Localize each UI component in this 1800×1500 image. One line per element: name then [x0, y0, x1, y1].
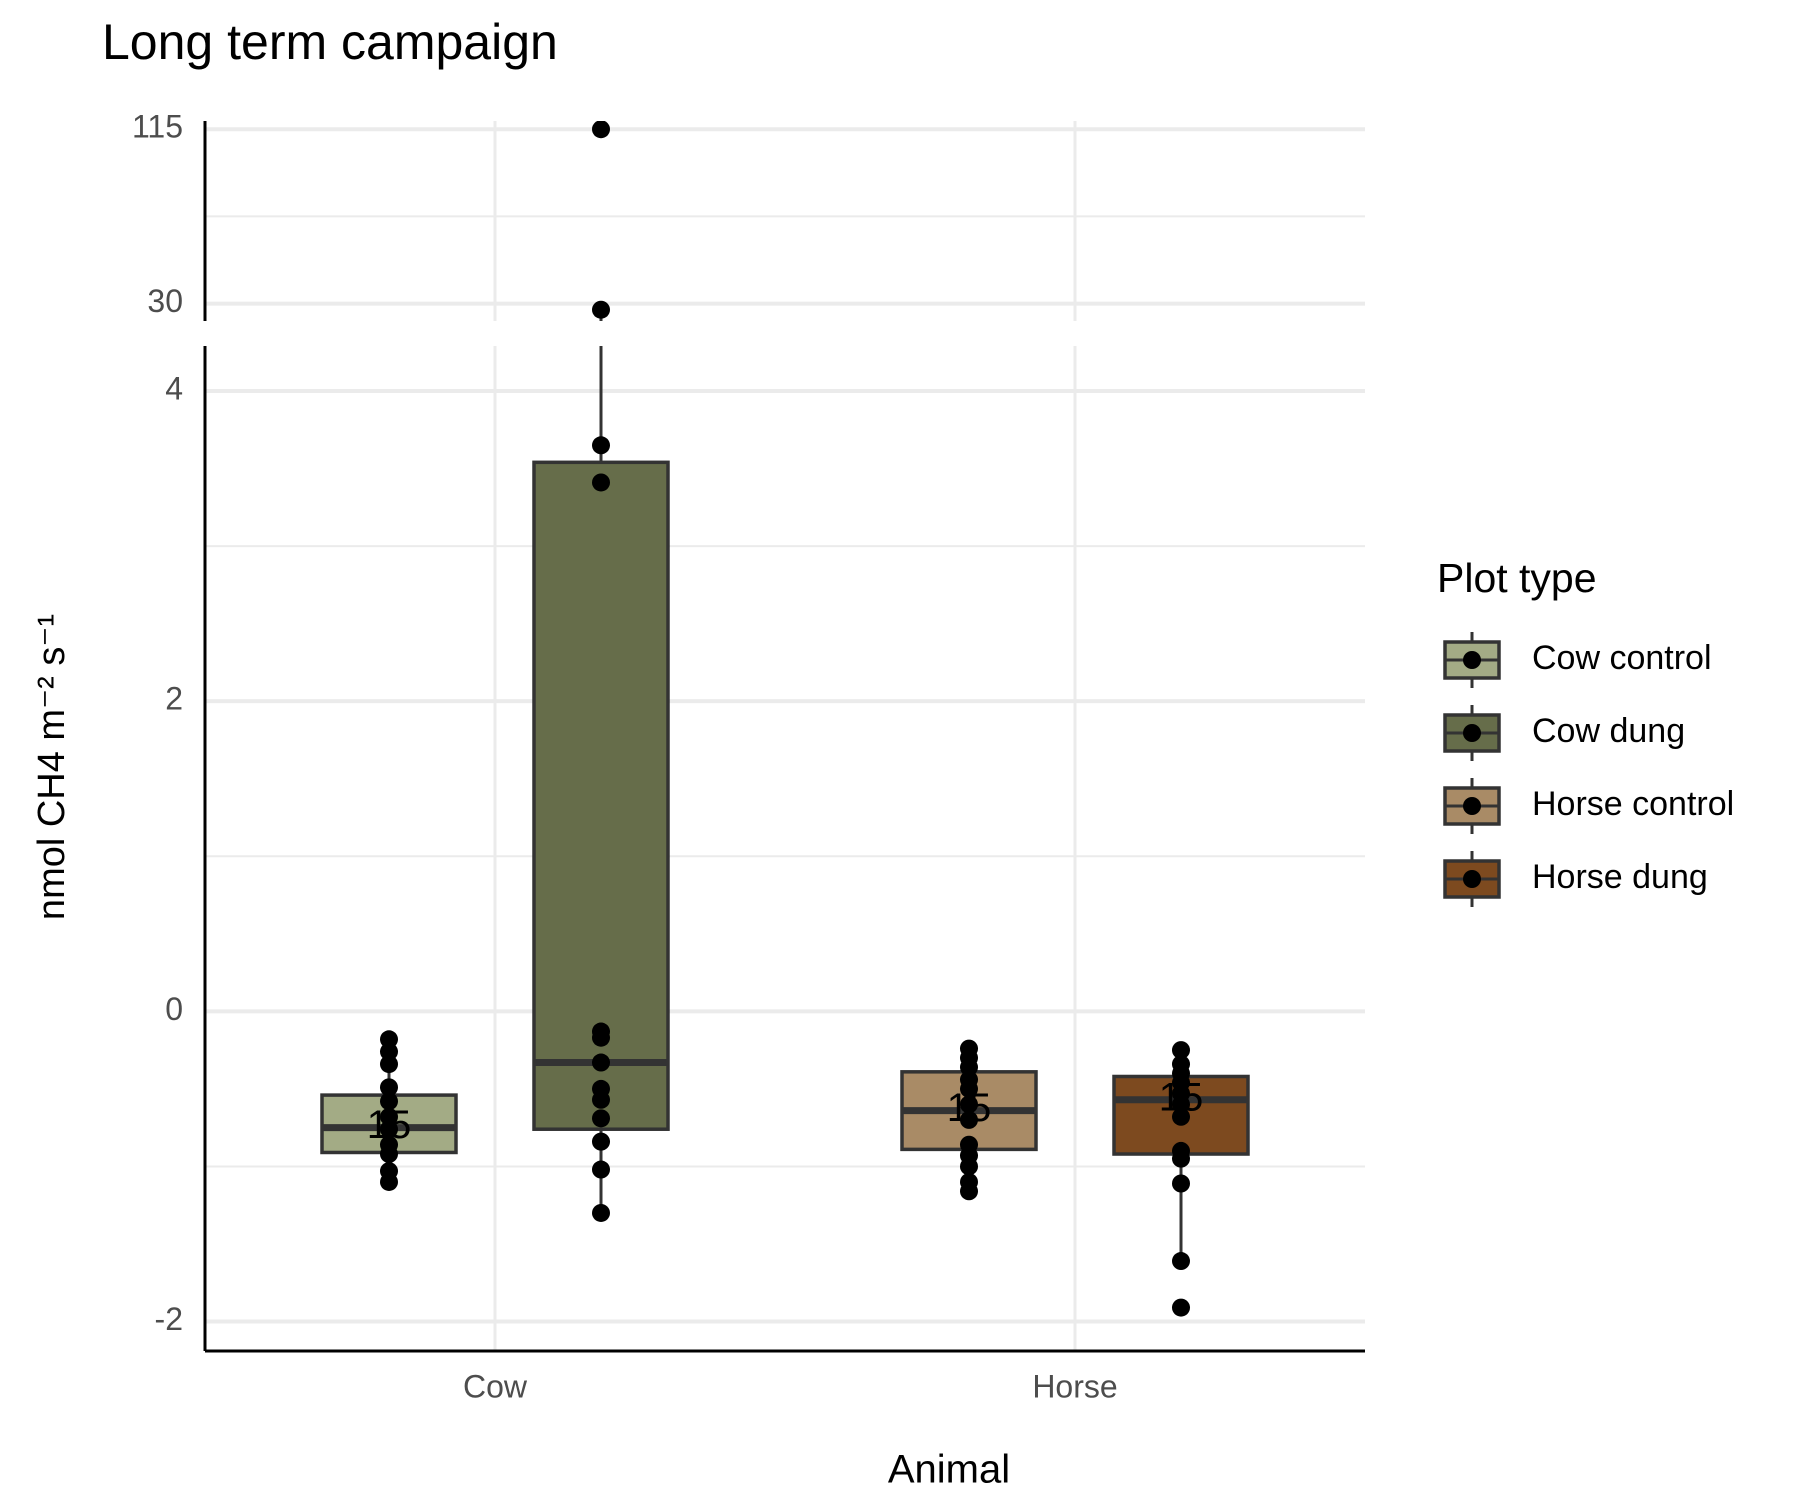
data-point: [960, 1079, 978, 1098]
data-point: [380, 1055, 398, 1074]
data-point: [1172, 1174, 1190, 1193]
data-point: [592, 473, 610, 492]
y-tick-label: 4: [165, 370, 183, 406]
n-label: 15: [367, 1103, 412, 1147]
x-axis-title: Animal: [888, 1448, 1010, 1492]
data-point: [592, 121, 610, 139]
data-point: [960, 1157, 978, 1176]
box: [322, 366, 456, 367]
data-point: [592, 1028, 610, 1047]
data-point: [380, 1092, 398, 1111]
legend-dot: [1463, 797, 1481, 815]
data-point: [592, 1109, 610, 1128]
legend-title: Plot type: [1437, 555, 1597, 601]
legend-label: Horse control: [1532, 785, 1734, 823]
data-point: [380, 1042, 398, 1061]
panel: [205, 346, 1365, 1351]
y-axis-title: nmol CH4 m⁻² s⁻¹: [31, 614, 73, 920]
n-label: 15: [947, 1086, 992, 1130]
y-tick-label: -2: [155, 1301, 183, 1337]
y-tick-label: 0: [165, 991, 183, 1027]
y-tick-label: 115: [132, 109, 183, 145]
data-point: [592, 1203, 610, 1222]
data-point: [1172, 1298, 1190, 1317]
x-tick-label: Cow: [463, 1368, 528, 1404]
data-point: [592, 300, 610, 319]
data-point: [380, 1120, 398, 1139]
data-point: [380, 1145, 398, 1164]
data-point: [960, 1095, 978, 1114]
data-point: [380, 1172, 398, 1191]
data-point: [1172, 1041, 1190, 1060]
box: [1114, 366, 1248, 367]
data-point: [1172, 1107, 1190, 1126]
data-point: [1172, 1149, 1190, 1168]
data-point: [380, 1030, 398, 1049]
x-tick-label: Horse: [1032, 1368, 1117, 1404]
data-point: [592, 1053, 610, 1072]
legend-dot: [1463, 651, 1481, 669]
data-point: [592, 436, 610, 455]
legend-label: Cow dung: [1532, 712, 1685, 750]
data-point: [592, 1090, 610, 1109]
data-point: [592, 1160, 610, 1179]
data-point: [380, 1078, 398, 1097]
data-point: [960, 1058, 978, 1077]
legend-label: Horse dung: [1532, 858, 1708, 896]
legend-dot: [1463, 724, 1481, 742]
data-point: [960, 1110, 978, 1129]
legend-label: Cow control: [1532, 639, 1712, 677]
n-label: 15: [1159, 1075, 1204, 1119]
data-point: [380, 1107, 398, 1126]
legend-dot: [1463, 870, 1481, 888]
box: [902, 366, 1036, 367]
data-point: [1172, 1252, 1190, 1271]
data-point: [592, 1132, 610, 1151]
box: [532, 460, 670, 1131]
y-tick-label: 30: [147, 283, 183, 319]
data-point: [1172, 1095, 1190, 1114]
panel: [205, 121, 1365, 367]
data-point: [960, 1182, 978, 1201]
chart-title: Long term campaign: [102, 14, 558, 70]
y-tick-label: 2: [165, 681, 183, 717]
